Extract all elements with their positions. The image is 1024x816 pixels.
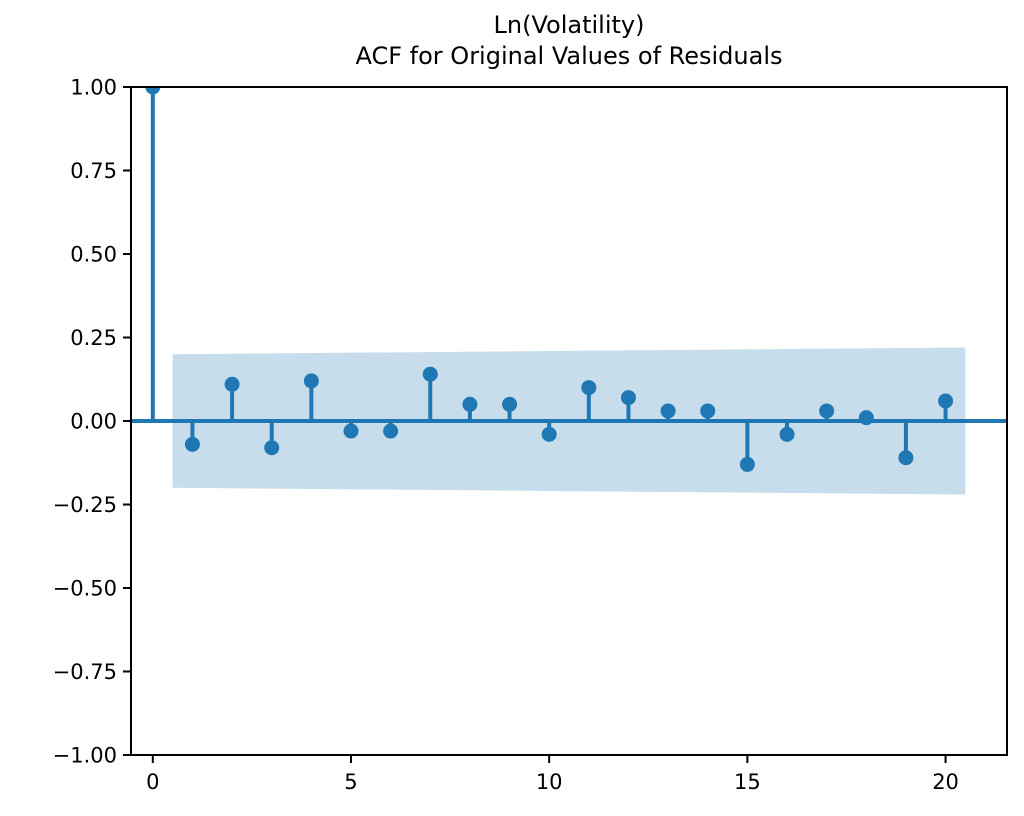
acf-marker — [264, 440, 280, 456]
chart-title: Ln(Volatility) ACF for Original Values o… — [131, 10, 1007, 72]
y-tick-label: 0.50 — [70, 243, 117, 267]
acf-marker — [620, 390, 636, 406]
y-tick-label: −0.25 — [53, 493, 117, 517]
acf-marker — [898, 450, 914, 466]
chart-title-line1: Ln(Volatility) — [493, 11, 645, 39]
acf-marker — [541, 426, 557, 442]
acf-marker — [938, 393, 954, 409]
acf-marker — [739, 456, 755, 472]
acf-marker — [145, 87, 161, 95]
y-tick-label: 0.25 — [70, 326, 117, 350]
acf-marker — [779, 426, 795, 442]
acf-marker — [422, 366, 438, 382]
x-tick-label: 10 — [536, 770, 563, 794]
y-tick-label: 0.00 — [70, 410, 117, 434]
acf-marker — [502, 396, 518, 412]
acf-marker — [700, 403, 716, 419]
acf-marker — [383, 423, 399, 439]
y-tick-label: 0.75 — [70, 159, 117, 183]
acf-marker — [819, 403, 835, 419]
x-tick-label: 0 — [146, 770, 159, 794]
acf-marker — [303, 373, 319, 389]
acf-marker — [343, 423, 359, 439]
acf-marker — [184, 436, 200, 452]
x-tick-label: 15 — [734, 770, 761, 794]
y-tick-label: 1.00 — [70, 76, 117, 100]
y-tick-label: −0.50 — [53, 577, 117, 601]
x-tick-label: 5 — [344, 770, 357, 794]
acf-marker — [224, 376, 240, 392]
acf-marker — [858, 410, 874, 426]
chart-title-line2: ACF for Original Values of Residuals — [355, 42, 783, 70]
acf-marker — [581, 380, 597, 396]
x-tick-label: 20 — [932, 770, 959, 794]
acf-marker — [462, 396, 478, 412]
y-tick-label: −1.00 — [53, 744, 117, 768]
acf-marker — [660, 403, 676, 419]
y-tick-label: −0.75 — [53, 660, 117, 684]
plot-area — [131, 87, 1007, 495]
